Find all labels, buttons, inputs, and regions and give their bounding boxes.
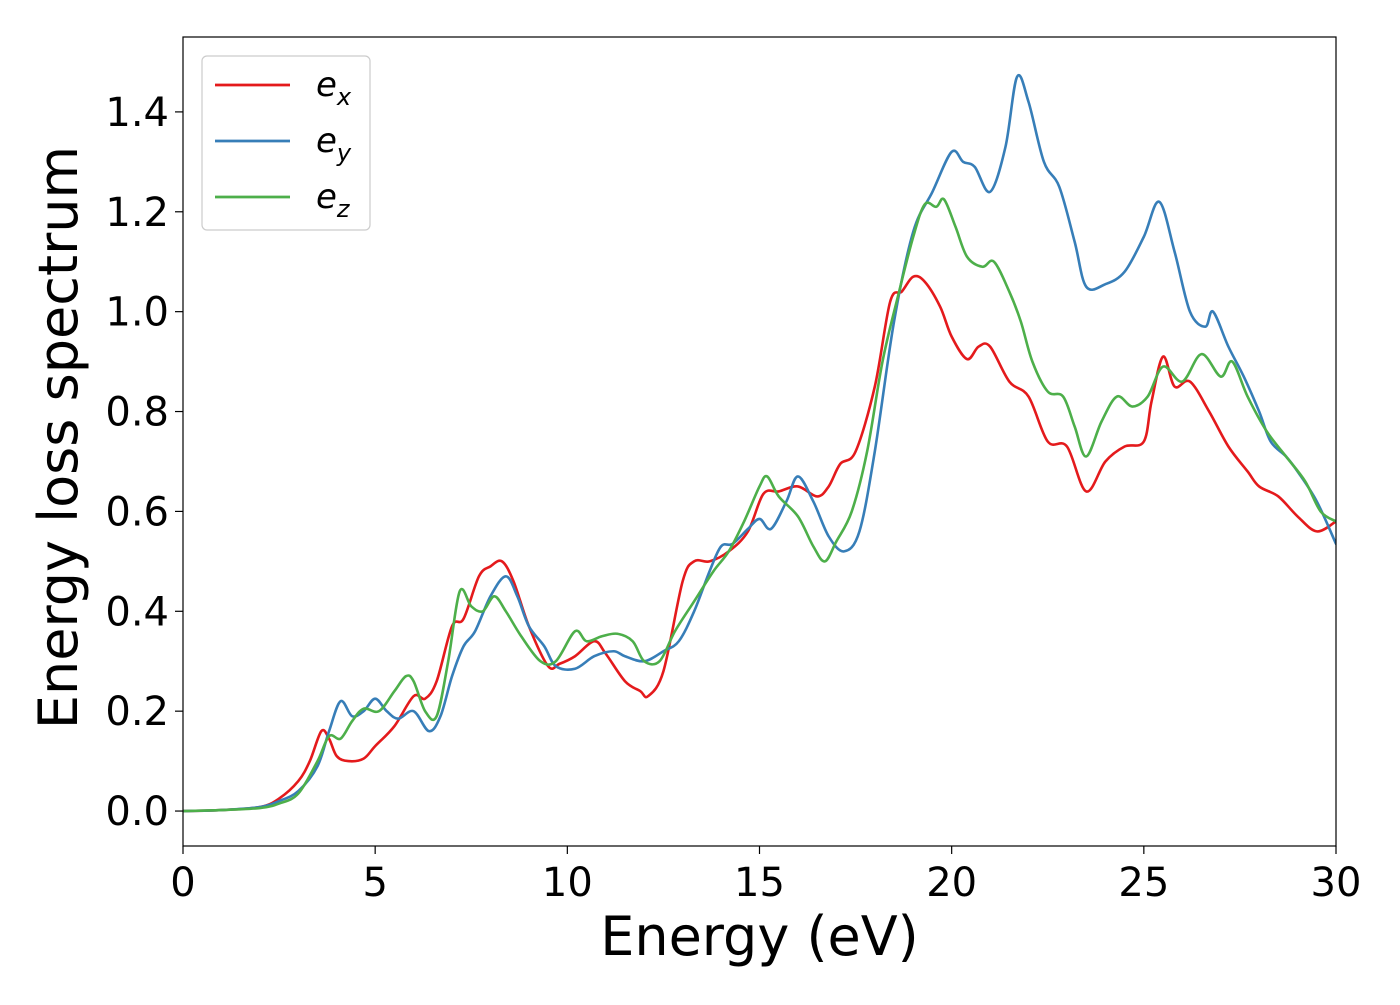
series-line-z xyxy=(183,197,1336,813)
series-line-x xyxy=(183,274,1336,813)
legend: ex ey ez xyxy=(201,55,371,231)
y-tick-label: 1.4 xyxy=(105,90,169,136)
y-tick-label: 0.6 xyxy=(105,489,169,535)
y-tick-label: 0.4 xyxy=(105,589,169,635)
y-tick-label: 1.2 xyxy=(105,190,169,236)
y-tick-label: 0.2 xyxy=(105,689,169,735)
y-tick-label: 1.0 xyxy=(105,290,169,336)
legend-label-x: ex xyxy=(316,65,352,111)
x-tick-label: 5 xyxy=(362,860,387,906)
series-layer xyxy=(183,73,1336,813)
x-tick-label: 20 xyxy=(926,860,977,906)
y-tick-label: 0.0 xyxy=(105,789,169,835)
y-axis-title: Energy loss spectrum xyxy=(27,146,90,729)
x-axis-title: Energy (eV) xyxy=(600,905,919,968)
x-tick-label: 15 xyxy=(734,860,785,906)
ticks-layer: 0 5 10 15 20 25 30 0.0 0.2 0.4 0.6 0.8 1.0 1.2 1.4 xyxy=(105,90,1361,906)
x-tick-label: 25 xyxy=(1118,860,1169,906)
legend-box xyxy=(201,55,371,231)
legend-label-z: ez xyxy=(316,177,351,223)
x-tick-label: 30 xyxy=(1311,860,1362,906)
series-line-y xyxy=(183,73,1336,813)
x-tick-label: 10 xyxy=(542,860,593,906)
y-tick-label: 0.8 xyxy=(105,390,169,436)
legend-label-y: ey xyxy=(316,121,352,167)
x-tick-label: 0 xyxy=(170,860,195,906)
